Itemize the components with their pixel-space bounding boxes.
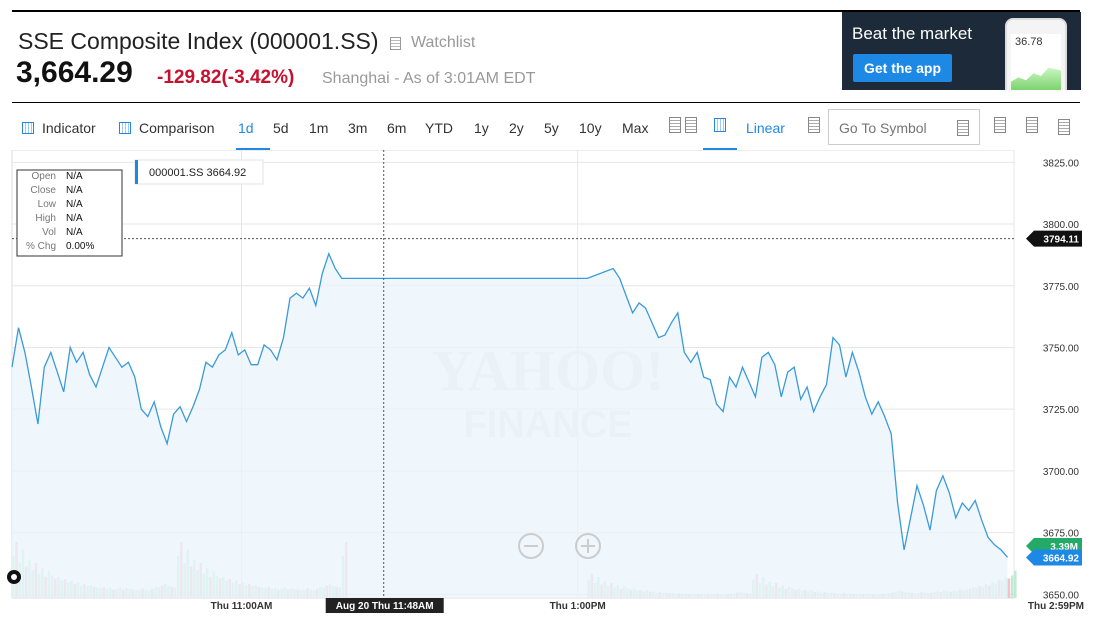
zoom-in-icon[interactable] [575,533,601,559]
watchlist-button[interactable]: Watchlist [390,34,475,52]
quote-timestamp: Shanghai - As of 3:01AM EDT [322,70,536,87]
x-tick-label: Thu 2:59PM [1028,601,1084,612]
phone-value: 36.78 [1015,36,1043,48]
range-ytd[interactable]: YTD [425,120,453,136]
draw-tool-icon[interactable] [808,117,820,133]
linear-scale-icon[interactable] [714,118,726,132]
legend-box [134,159,264,185]
symbol-go-icon[interactable] [957,120,969,136]
phone-screen: 36.78 [1011,34,1061,90]
scale-toggle[interactable]: Linear [746,120,785,136]
volume-bar [1010,575,1014,598]
price-line [11,251,1008,558]
y-tick-label: 3775.00 [1043,282,1080,293]
indicator-label: Indicator [42,120,96,136]
get-app-button[interactable]: Get the app [853,54,952,82]
ohlc-key: Vol [42,227,56,238]
last-price-label: 3664.92 [1043,553,1080,564]
x-tick-label: Thu 1:00PM [550,601,606,612]
range-1d[interactable]: 1d [238,120,254,136]
phone-chart [1011,67,1061,90]
header-divider [12,102,1080,103]
range-5y[interactable]: 5y [544,120,559,136]
ohlc-key: Open [32,171,56,182]
quote-header: SSE Composite Index (000001.SS) Watchlis… [12,12,1081,102]
change-value: -129.82 [157,67,222,88]
symbol-search[interactable] [828,109,980,145]
scale-underline [703,148,737,150]
range-10y[interactable]: 10y [579,120,602,136]
chart-area[interactable]: 3650.00 3675.00 3700.00 3725.00 3750.00 3775.… [0,149,1102,636]
ohlc-value: N/A [66,185,83,196]
crosshair-y-label: 3794.11 [1043,235,1079,246]
ohlc-key: % Chg [26,241,56,252]
y-tick-label: 3675.00 [1043,529,1080,540]
ohlc-value: N/A [66,171,83,182]
range-1y[interactable]: 1y [474,120,489,136]
comparison-label: Comparison [139,120,215,136]
share-icon[interactable] [1026,117,1038,133]
header-top-rule [12,10,1080,12]
app-ad-banner[interactable]: Beat the market Get the app 36.78 [842,12,1081,90]
symbol-input[interactable] [837,119,945,137]
y-tick-label: 3825.00 [1043,158,1080,169]
legend-label: 000001.SS 3664.92 [149,167,246,179]
legend-swatch [135,160,138,184]
chart-settings-icon-hole [11,574,17,580]
ohlc-value: N/A [66,199,83,210]
chart-style-icon[interactable] [685,117,697,133]
range-2y[interactable]: 2y [509,120,524,136]
change-percent: (-3.42%) [221,67,295,88]
range-1m[interactable]: 1m [309,120,329,136]
volume-bar [1014,570,1017,598]
indicator-button[interactable]: Indicator [22,120,96,136]
y-tick-label: 3750.00 [1043,343,1080,354]
range-6m[interactable]: 6m [387,120,407,136]
ohlc-value: N/A [66,227,83,238]
crosshair-y-badge [1026,230,1082,247]
price-area [12,253,1008,598]
y-tick-label: 3800.00 [1043,220,1080,231]
page-title: SSE Composite Index (000001.SS) [18,28,379,54]
watchlist-label: Watchlist [411,34,476,51]
fullscreen-icon[interactable] [1058,119,1070,135]
y-tick-label: 3725.00 [1043,405,1080,416]
ohlc-box [16,169,123,257]
phone-image: 36.78 [1005,18,1067,90]
ohlc-key: Close [30,185,56,196]
ohlc-value: 0.00% [66,241,94,252]
ohlc-value: N/A [66,213,83,224]
settings-icon[interactable] [994,117,1006,133]
ad-headline: Beat the market [852,24,973,43]
quote-price: 3,664.29 [16,56,133,89]
active-range-underline [236,148,270,150]
zoom-out-icon[interactable] [518,533,544,559]
y-tick-label: 3650.00 [1043,590,1080,601]
range-5d[interactable]: 5d [273,120,289,136]
volume-badge-label: 3.39M [1050,542,1078,553]
volume-bar [1007,578,1011,598]
quote-change: -129.82(-3.42%) [157,67,294,89]
watchlist-icon [390,36,401,50]
crosshair-x-label: Aug 20 Thu 11:48AM [336,601,434,612]
chart-toolbar: Indicator Comparison 1d 5d 1m 3m 6m YTD … [12,103,1080,150]
ohlc-key: High [35,213,56,224]
range-max[interactable]: Max [622,120,649,136]
ohlc-key: Low [38,199,57,210]
chart-type-icon[interactable] [669,117,681,133]
price-chart[interactable]: 3650.00 3675.00 3700.00 3725.00 3750.00 3775.… [0,149,1102,636]
indicator-icon [22,122,34,134]
last-price-badge [1026,549,1082,566]
x-tick-label: Thu 11:00AM [211,601,273,612]
comparison-button[interactable]: Comparison [119,120,214,136]
crosshair-x-badge [325,598,444,613]
comparison-icon [119,122,131,134]
y-tick-label: 3700.00 [1043,467,1080,478]
range-3m[interactable]: 3m [348,120,368,136]
